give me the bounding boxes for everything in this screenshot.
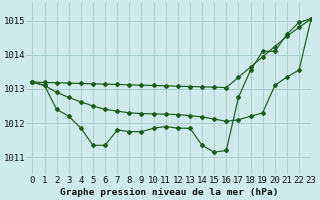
X-axis label: Graphe pression niveau de la mer (hPa): Graphe pression niveau de la mer (hPa): [60, 188, 278, 197]
